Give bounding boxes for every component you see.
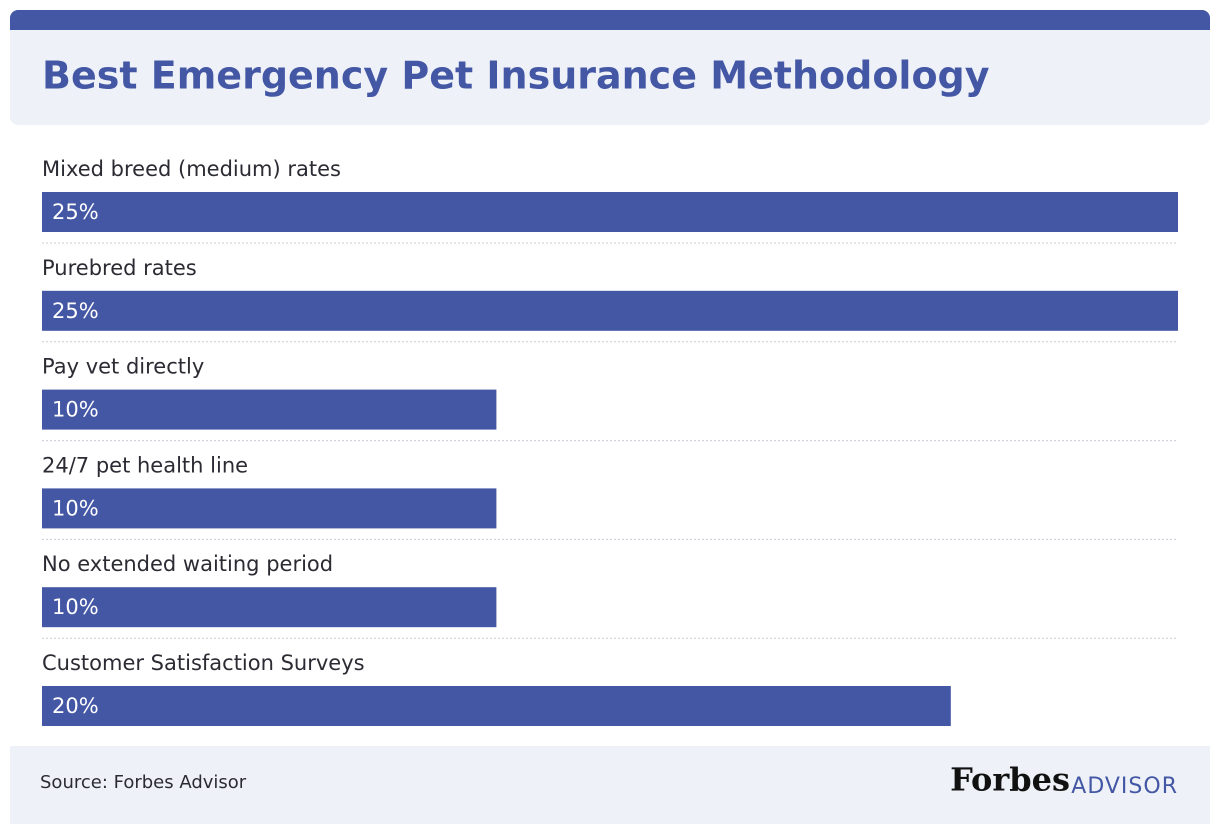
bar bbox=[42, 389, 497, 430]
bar bbox=[42, 192, 1178, 232]
category-label: Purebred rates bbox=[42, 256, 197, 280]
bar bbox=[42, 290, 1178, 331]
chart-title: Best Emergency Pet Insurance Methodology bbox=[42, 54, 990, 98]
bar bbox=[42, 686, 951, 726]
category-label: Customer Satisfaction Surveys bbox=[42, 651, 365, 675]
value-label: 25% bbox=[52, 299, 99, 323]
bar bbox=[42, 488, 497, 529]
category-label: No extended waiting period bbox=[42, 552, 333, 576]
category-label: Pay vet directly bbox=[42, 355, 204, 379]
logo-sub: ADVISOR bbox=[1071, 774, 1178, 799]
logo-name: Forbes bbox=[950, 761, 1070, 799]
value-label: 10% bbox=[52, 398, 99, 422]
value-label: 25% bbox=[52, 200, 99, 224]
value-label: 20% bbox=[52, 694, 99, 718]
category-label: Mixed breed (medium) rates bbox=[42, 157, 341, 181]
category-label: 24/7 pet health line bbox=[42, 453, 248, 477]
footer-background bbox=[10, 746, 1210, 824]
bar bbox=[42, 587, 497, 628]
header-background bbox=[10, 10, 1210, 125]
source-note: Source: Forbes Advisor bbox=[40, 772, 247, 793]
value-label: 10% bbox=[52, 595, 99, 619]
header-stripe bbox=[10, 10, 1210, 30]
value-label: 10% bbox=[52, 496, 99, 520]
